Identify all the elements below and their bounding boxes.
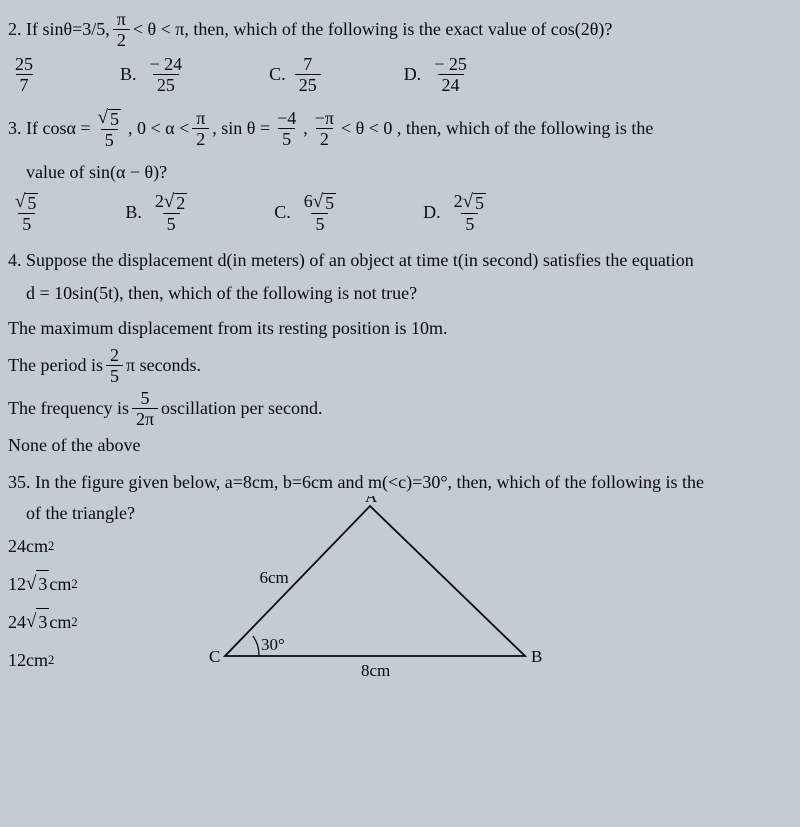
q35-choice-d: 12cm2 [8,647,135,674]
q2-choice-b: B. − 24 25 [120,55,189,94]
q2-prompt: 2. If sinθ=3/5, π 2 < θ < π, then, which… [8,10,792,49]
q4-prompt2: d = 10sin(5t), then, which of the follow… [26,280,792,307]
q4-option-d: None of the above [8,432,792,459]
sqrt-icon: √2 [164,193,187,212]
question-4: 4. Suppose the displacement d(in meters)… [8,247,792,459]
sqrt-icon: √3 [26,608,49,636]
q2-d-frac: − 25 24 [430,55,471,94]
q3-c-label: C. [274,199,291,226]
svg-text:C: C [209,647,220,666]
q4-c-lead: The frequency is [8,395,129,422]
sqrt-icon: √5 [313,193,336,212]
q4-option-b: The period is 2 5 π seconds. [8,346,792,385]
q2-mid: < θ < π, then, which of the following is… [133,16,613,43]
triangle-diagram: A B C 6cm 8cm 30° [195,496,555,686]
q3-choices: √ 5 5 B. 2√2 5 C. 6√5 5 [8,192,792,233]
q3-choice-a: √ 5 5 [8,192,45,233]
q3-sin-frac: −4 5 [273,109,300,148]
q2-c-frac: 7 25 [295,55,321,94]
q3-choice-d: D. 2√5 5 [423,192,493,233]
svg-text:30°: 30° [261,635,285,654]
q2-choice-a: 25 7 [8,55,40,94]
q2-d-label: D. [404,61,422,88]
svg-text:8cm: 8cm [361,661,390,680]
q4-b-frac: 2 5 [106,346,123,385]
q3-choice-c: C. 6√5 5 [274,192,343,233]
q4-c-tail: oscillation per second. [161,395,322,422]
question-35: 35. In the figure given below, a=8cm, b=… [8,469,792,686]
q3-b-frac: 2√2 5 [151,192,191,233]
question-3: 3. If cosα = √ 5 5 , 0 < α < π 2 , sin θ… [8,108,792,233]
q4-prompt1: 4. Suppose the displacement d(in meters)… [8,247,792,274]
sqrt-icon: √ 5 [15,193,38,212]
q35-choice-c: 24 √3 cm2 [8,608,135,636]
q3-seg3: , [303,115,308,142]
q4-option-a: The maximum displacement from its restin… [8,315,792,342]
q2-choice-d: D. − 25 24 [404,55,474,94]
q35-prompt: 35. In the figure given below, a=8cm, b=… [8,469,792,496]
q3-seg4: < θ < 0 , then, which of the following i… [341,115,653,142]
q4-c-frac: 5 2π [132,389,158,428]
q2-b-frac: − 24 25 [146,55,187,94]
q2-lead: 2. If sinθ=3/5, [8,16,110,43]
q3-cos-frac: √ 5 5 [94,108,125,149]
q2-pi-half: π 2 [113,10,130,49]
q3-seg2: , sin θ = [212,115,270,142]
q2-choice-c: C. 7 25 [269,55,324,94]
q3-prompt-line1: 3. If cosα = √ 5 5 , 0 < α < π 2 , sin θ… [8,108,792,149]
q3-half1: π 2 [192,109,209,148]
q3-prompt-line2: value of sin(α − θ)? [26,159,792,186]
q2-b-label: B. [120,61,137,88]
q3-b-label: B. [125,199,142,226]
q35-choice-b: 12 √3 cm2 [8,570,135,598]
q4-b-tail: π seconds. [126,352,201,379]
svg-text:B: B [531,647,542,666]
sqrt-icon: √ 5 [98,109,121,128]
q3-neg-half: −π 2 [311,109,338,148]
q3-d-label: D. [423,199,441,226]
q35-choices: 24cm2 12 √3 cm2 24 √3 cm2 12cm2 [8,533,135,674]
q3-c-frac: 6√5 5 [300,192,340,233]
sqrt-icon: √3 [26,570,49,598]
q3-choice-b: B. 2√2 5 [125,192,194,233]
q35-prompt2: of the triangle? [26,500,135,527]
sqrt-icon: √5 [463,193,486,212]
q35-figure: A B C 6cm 8cm 30° [195,496,555,686]
q2-choices: 25 7 B. − 24 25 C. 7 25 D. − 25 24 [8,55,792,94]
q4-b-lead: The period is [8,352,103,379]
q2-a-frac: 25 7 [11,55,37,94]
q3-lead: 3. If cosα = [8,115,91,142]
q3-a-frac: √ 5 5 [11,192,42,233]
q3-d-frac: 2√5 5 [450,192,490,233]
svg-text:6cm: 6cm [259,568,288,587]
question-2: 2. If sinθ=3/5, π 2 < θ < π, then, which… [8,10,792,94]
q2-c-label: C. [269,61,286,88]
svg-text:A: A [365,496,378,506]
q35-choice-a: 24cm2 [8,533,135,560]
q3-seg1: , 0 < α < [128,115,189,142]
q4-option-c: The frequency is 5 2π oscillation per se… [8,389,792,428]
